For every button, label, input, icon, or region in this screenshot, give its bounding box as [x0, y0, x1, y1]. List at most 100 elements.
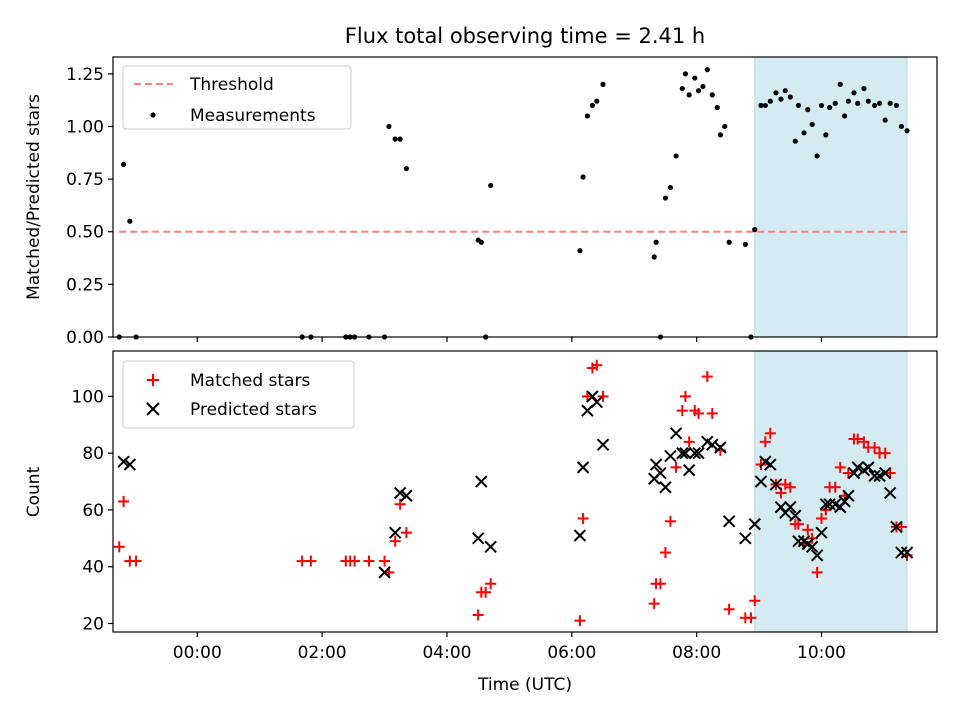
data-point: [669, 427, 683, 440]
data-point: [130, 555, 142, 567]
data-point: [394, 498, 406, 510]
data-point: [397, 136, 403, 142]
data-point: [676, 405, 688, 417]
data-point: [852, 433, 864, 445]
data-point: [847, 466, 861, 480]
data-point: [784, 500, 797, 514]
data-point: [722, 515, 736, 528]
data-point: [769, 478, 783, 491]
data-point: [792, 534, 805, 548]
data-point: [739, 532, 752, 545]
data-point: [670, 461, 682, 473]
data-point: [576, 461, 590, 474]
top-y-tick-label: 0.50: [66, 223, 104, 243]
data-point: [706, 438, 719, 451]
data-point: [117, 455, 130, 468]
bottom-x-tick-label: 04:00: [422, 643, 471, 663]
data-point: [471, 532, 485, 545]
data-point: [709, 92, 715, 98]
x-stroke-b: [679, 446, 692, 460]
data-point: [878, 466, 892, 480]
x-stroke-b: [590, 395, 603, 409]
x-stroke-b: [769, 478, 783, 491]
bottom-series-predicted-stars: [117, 390, 914, 579]
data-point: [389, 535, 401, 547]
data-point: [488, 182, 494, 189]
data-point: [842, 489, 855, 502]
data-point: [838, 495, 851, 508]
bottom-y-tick-label: 40: [82, 558, 104, 578]
data-point: [472, 609, 484, 621]
data-point: [789, 509, 802, 522]
top-y-tick-label: 0.00: [66, 328, 104, 348]
bottom-legend: Matched stars Predicted stars: [122, 360, 355, 429]
top-legend: Threshold Measurements: [122, 65, 352, 130]
data-point: [693, 407, 705, 419]
data-point: [887, 100, 893, 106]
data-point: [349, 555, 361, 567]
data-point: [845, 98, 851, 104]
data-point: [832, 100, 838, 106]
x-stroke-b: [701, 435, 714, 449]
data-point: [704, 67, 710, 73]
bottom-y-axis-label: Count: [24, 466, 44, 517]
data-point: [659, 481, 672, 494]
data-point: [363, 555, 375, 567]
data-point: [662, 195, 669, 201]
data-point: [865, 98, 871, 104]
x-stroke-b: [676, 446, 689, 460]
data-point: [869, 442, 881, 454]
data-point: [113, 541, 125, 553]
x-stroke-b: [706, 438, 719, 451]
x-axis-label: Time (UTC): [477, 675, 572, 695]
x-stroke-b: [748, 517, 761, 531]
x-stroke-b: [851, 461, 864, 474]
data-point: [667, 184, 674, 191]
data-point: [900, 546, 914, 559]
x-stroke-b: [842, 489, 855, 502]
data-point: [752, 227, 758, 233]
data-point: [392, 136, 398, 142]
legend-measurements-swatch: [150, 112, 156, 118]
data-point: [895, 546, 908, 559]
data-point: [594, 98, 600, 104]
data-point: [597, 390, 609, 402]
x-stroke-b: [759, 455, 772, 468]
x-stroke-b: [669, 427, 683, 440]
data-point: [596, 438, 610, 451]
data-point: [726, 239, 732, 245]
x-stroke-b: [847, 466, 861, 480]
data-point: [676, 446, 689, 460]
data-point: [801, 130, 807, 136]
x-stroke-b: [123, 458, 137, 471]
bottom-legend-box: [122, 360, 355, 429]
bottom-x-tick-label: 00:00: [173, 643, 222, 663]
chart-title: Flux total observing time = 2.41 h: [345, 24, 705, 48]
data-point: [842, 113, 848, 119]
data-point: [851, 90, 857, 96]
data-point: [591, 359, 603, 371]
data-point: [400, 527, 412, 539]
x-stroke-b: [868, 469, 881, 483]
x-stroke-b: [784, 500, 797, 514]
x-stroke-b: [815, 526, 828, 539]
data-point: [723, 603, 735, 615]
data-point: [795, 102, 802, 109]
x-stroke-b: [484, 540, 497, 554]
data-point: [118, 495, 130, 507]
data-point: [823, 132, 829, 138]
data-point: [683, 436, 695, 448]
data-point: [792, 138, 798, 144]
x-stroke-b: [764, 458, 777, 471]
data-point: [810, 549, 824, 562]
bottom-x-tick-label: 08:00: [672, 643, 721, 663]
data-point: [589, 102, 596, 109]
x-stroke-b: [819, 498, 833, 511]
data-point: [764, 458, 777, 471]
x-stroke-b: [810, 549, 824, 562]
data-point: [584, 113, 591, 119]
data-point: [876, 100, 883, 106]
data-point: [784, 481, 796, 493]
data-point: [745, 612, 757, 624]
data-point: [600, 81, 606, 87]
